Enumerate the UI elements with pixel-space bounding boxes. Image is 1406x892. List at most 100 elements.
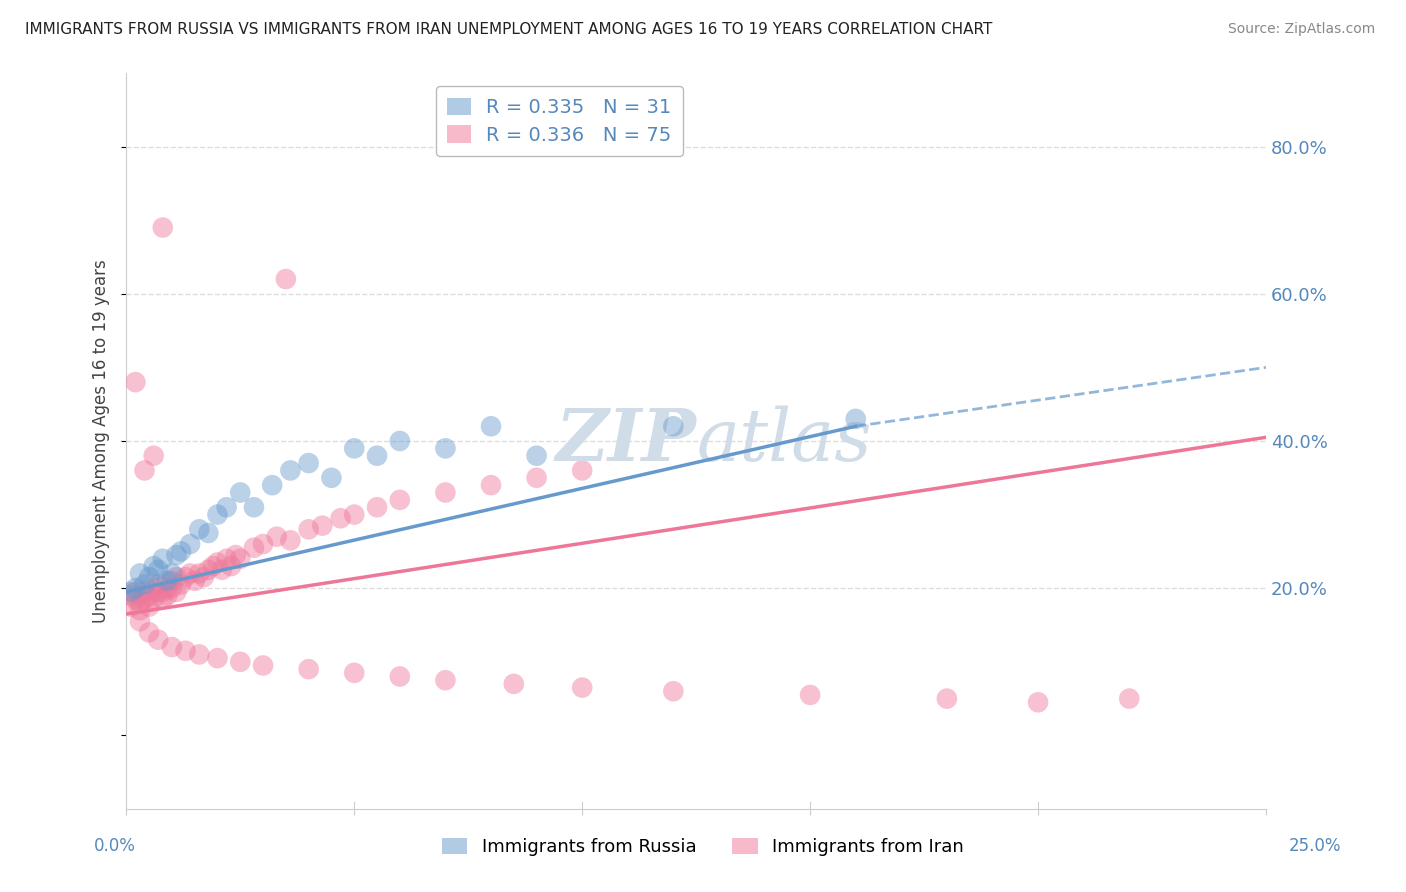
Point [343,508,366,522]
Point [329,511,352,525]
Point [188,648,211,662]
Point [138,589,160,603]
Point [129,566,152,581]
Point [197,563,219,577]
Point [124,375,146,389]
Text: atlas: atlas [696,406,872,476]
Point [142,581,165,595]
Point [134,577,156,591]
Point [243,541,266,555]
Point [526,449,548,463]
Point [388,669,411,683]
Point [142,559,165,574]
Point [124,581,146,595]
Point [262,478,284,492]
Point [142,449,165,463]
Point [229,655,252,669]
Point [343,442,366,456]
Point [479,419,502,434]
Point [845,412,868,426]
Point [120,599,142,614]
Point [174,644,197,658]
Text: 25.0%: 25.0% [1288,837,1341,855]
Point [152,220,174,235]
Point [183,574,205,588]
Point [124,592,146,607]
Point [138,625,160,640]
Point [138,599,160,614]
Point [662,419,685,434]
Point [571,681,593,695]
Point [138,570,160,584]
Point [148,563,170,577]
Legend: R = 0.335   N = 31, R = 0.336   N = 75: R = 0.335 N = 31, R = 0.336 N = 75 [436,87,683,156]
Point [156,574,179,588]
Text: Source: ZipAtlas.com: Source: ZipAtlas.com [1227,22,1375,37]
Point [134,585,156,599]
Point [156,581,179,595]
Point [170,577,193,591]
Point [207,651,229,665]
Point [152,551,174,566]
Point [366,500,388,515]
Point [935,691,957,706]
Point [662,684,685,698]
Point [274,272,297,286]
Point [502,677,524,691]
Point [124,585,146,599]
Point [225,548,247,562]
Point [170,544,193,558]
Point [1118,691,1140,706]
Point [129,615,152,629]
Point [215,500,238,515]
Point [298,522,321,536]
Point [252,537,274,551]
Point [280,463,302,477]
Point [343,665,366,680]
Point [207,556,229,570]
Point [321,471,343,485]
Text: ZIP: ZIP [555,406,696,476]
Point [207,508,229,522]
Point [311,518,333,533]
Text: 0.0%: 0.0% [94,837,136,855]
Point [434,485,457,500]
Point [148,577,170,591]
Point [229,485,252,500]
Y-axis label: Unemployment Among Ages 16 to 19 years: Unemployment Among Ages 16 to 19 years [93,259,110,623]
Point [148,632,170,647]
Point [571,463,593,477]
Point [252,658,274,673]
Point [142,592,165,607]
Point [160,640,183,654]
Point [120,589,142,603]
Point [193,570,215,584]
Point [298,456,321,470]
Point [434,673,457,688]
Point [219,559,242,574]
Point [174,570,197,584]
Point [129,603,152,617]
Point [799,688,821,702]
Point [388,492,411,507]
Point [366,449,388,463]
Point [1026,695,1049,709]
Point [197,526,219,541]
Point [160,574,183,588]
Point [526,471,548,485]
Point [148,585,170,599]
Point [134,463,156,477]
Point [201,559,224,574]
Point [243,500,266,515]
Legend: Immigrants from Russia, Immigrants from Iran: Immigrants from Russia, Immigrants from … [434,830,972,863]
Point [188,522,211,536]
Point [179,566,201,581]
Point [152,585,174,599]
Point [134,592,156,607]
Point [280,533,302,548]
Point [129,596,152,610]
Point [211,563,233,577]
Point [215,551,238,566]
Point [160,581,183,595]
Point [479,478,502,492]
